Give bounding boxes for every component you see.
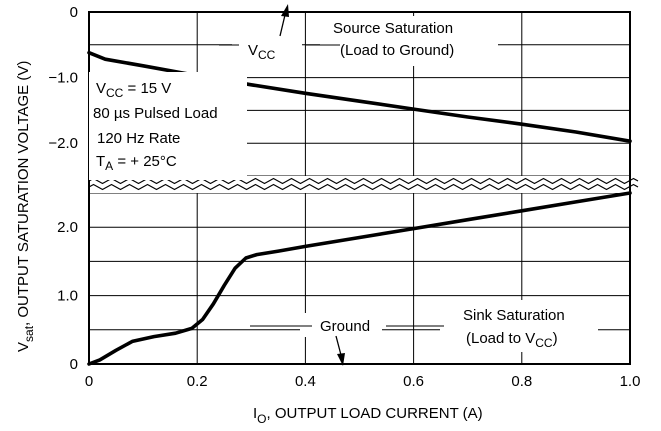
source-saturation-curve [87, 50, 632, 143]
annotations: VCC Source Saturation (Load to Ground) V… [89, 4, 598, 366]
plot-frame [88, 11, 631, 365]
axis-break-band [90, 176, 629, 193]
x-tick-label: 1.0 [620, 373, 641, 390]
source-label-bg [320, 16, 498, 66]
ground-arrow-head [337, 353, 345, 366]
x-axis-label: IO, OUTPUT LOAD CURRENT (A) [253, 405, 483, 426]
x-tick-label: 0.8 [511, 373, 532, 390]
condition-rate: 120 Hz Rate [97, 130, 180, 147]
vcc-arrow-line [279, 14, 286, 37]
y-tick-label-top: 0 [70, 4, 78, 21]
vcc-arrow-head [281, 4, 289, 17]
ground-arrow-line [335, 335, 342, 356]
sink-saturation-label: Sink Saturation [463, 307, 565, 324]
break-line-upper [88, 177, 639, 185]
x-tick-label: 0.6 [403, 373, 424, 390]
ground-label-bg [300, 313, 382, 337]
y-tick-label-bottom: 2.0 [57, 219, 78, 236]
sink-saturation-curve [87, 191, 632, 366]
condition-temperature: TA = + 25°C [96, 153, 177, 173]
sink-label-bg [440, 300, 598, 352]
data-curves [87, 50, 632, 366]
x-tick-label: 0 [85, 373, 93, 390]
source-saturation-sublabel: (Load to Ground) [340, 42, 454, 59]
vcc-arrow-label: VCC [248, 42, 276, 62]
condition-pulsed-load: 80 µs Pulsed Load [93, 105, 218, 122]
break-line-lower [88, 183, 639, 191]
axis-break-marks [88, 176, 639, 193]
x-tick-label: 0.4 [295, 373, 316, 390]
y-tick-label-bottom: 1.0 [57, 288, 78, 305]
condition-vcc: VCC = 15 V [96, 80, 171, 100]
y-axis-label: Vsat, OUTPUT SATURATION VOLTAGE (V) [15, 61, 36, 352]
source-saturation-label: Source Saturation [333, 20, 453, 37]
y-tick-label-top: −2.0 [48, 135, 78, 152]
conditions-box-bg [89, 72, 247, 180]
tick-labels: 0 0.2 0.4 0.6 0.8 1.0 0 −1.0 −2.0 2.0 1.0 0 [48, 4, 640, 390]
vcc-label-bg [232, 28, 302, 58]
y-tick-label-bottom: 0 [70, 356, 78, 373]
sink-saturation-sublabel: (Load to VCC) [466, 330, 558, 350]
x-tick-label: 0.2 [187, 373, 208, 390]
y-tick-label-top: −1.0 [48, 70, 78, 87]
ground-label: Ground [320, 318, 370, 335]
